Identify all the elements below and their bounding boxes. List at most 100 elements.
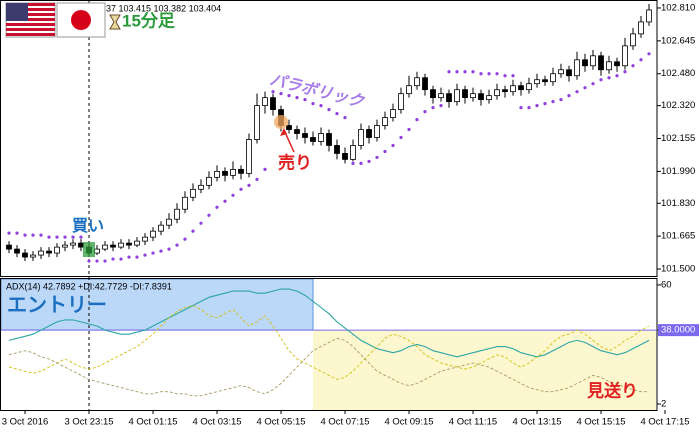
candle-body (638, 21, 644, 35)
x-tick-label: 4 Oct 03:15 (192, 417, 241, 428)
skip-box (313, 330, 656, 410)
sar-dot (7, 231, 11, 235)
candle-body (550, 73, 556, 83)
sar-dot (191, 229, 195, 233)
candle-body (358, 129, 364, 146)
us-flag (5, 2, 56, 38)
sar-dot (375, 155, 379, 160)
candle-body (406, 85, 412, 95)
adx-title: ADX(14) 42.7892 +DI:42.7729 -DI:7.8391 (6, 281, 172, 291)
candle-body (494, 89, 500, 97)
sar-dot (247, 183, 251, 187)
sar-dot (319, 104, 323, 108)
sar-dot (479, 72, 483, 76)
sar-dot (383, 149, 387, 154)
sar-dot (183, 237, 187, 241)
sar-dot (607, 76, 611, 80)
candle-body (350, 145, 356, 160)
entry-label: エントリー (7, 294, 107, 316)
x-tick-label: 4 Oct 05:15 (256, 417, 305, 428)
sar-dot (143, 253, 147, 257)
y-tick-label: 101.990 (661, 166, 695, 177)
candle-body (238, 168, 244, 174)
candle-body (222, 170, 228, 176)
candle-body (206, 176, 212, 186)
candle-body (430, 89, 436, 99)
level-label-box (658, 324, 699, 337)
candle-body (590, 55, 596, 67)
candle-body (190, 188, 196, 198)
sar-dot (231, 193, 235, 197)
sell-label: 売り (278, 152, 312, 172)
sar-dot (631, 64, 635, 68)
candle-body (566, 69, 572, 77)
candle-body (622, 45, 628, 67)
candle-body (462, 89, 468, 99)
sar-dot (495, 72, 499, 76)
candle-body (158, 224, 164, 232)
candle-body (262, 97, 268, 107)
candle-body (70, 242, 76, 246)
sar-dot (343, 115, 347, 120)
sar-dot (95, 259, 99, 263)
sar-dot (159, 249, 163, 253)
sar-dot (519, 106, 523, 110)
sar-dot (583, 86, 587, 90)
candle-body (574, 59, 580, 77)
candle-body (230, 168, 236, 176)
sar-dot (271, 90, 275, 94)
candle-body (518, 85, 524, 91)
sar-dot (527, 106, 531, 110)
sar-dot (511, 74, 515, 78)
sar-dot (223, 199, 227, 203)
candle-body (582, 59, 588, 67)
candle-body (182, 196, 188, 210)
candle-body (22, 252, 28, 258)
sar-dot (15, 231, 19, 235)
sar-dot (615, 74, 619, 78)
sar-dot (431, 106, 435, 110)
candle-body (294, 129, 300, 134)
sar-dot (487, 72, 491, 76)
sar-dot (263, 167, 267, 171)
sar-dot (311, 102, 315, 106)
sar-dot (207, 213, 211, 217)
candle-body (334, 145, 340, 154)
sar-dot (327, 108, 331, 112)
candle-body (534, 79, 540, 85)
jp-flag (56, 2, 106, 38)
candle-body (646, 9, 652, 23)
candle-body (422, 77, 428, 91)
sar-dot (175, 243, 179, 247)
candle-body (438, 93, 444, 99)
sar-dot (407, 127, 411, 132)
candle-body (270, 97, 276, 111)
candle-body (414, 77, 420, 87)
sar-dot (239, 187, 243, 191)
x-tick-label: 4 Oct 15:15 (576, 417, 625, 428)
candle-body (174, 208, 180, 220)
candle-body (390, 109, 396, 118)
sar-dot (367, 159, 371, 164)
buy-label: 買い (72, 217, 104, 235)
sar-dot (151, 251, 155, 255)
candle-body (54, 246, 60, 254)
candle-body (326, 133, 332, 146)
x-tick-label: 4 Oct 17:15 (640, 417, 689, 428)
candle-body (454, 89, 460, 103)
candle-body (150, 230, 156, 238)
sar-dot (535, 104, 539, 108)
x-tick-label: 4 Oct 09:15 (384, 417, 433, 428)
price-header: 37 103.415 103.382 103.404 (106, 3, 221, 13)
overlay: 37 103.415 103.382 103.404 15分足 パラボリック 買… (5, 2, 638, 400)
candle-body (318, 133, 324, 142)
candle-body (30, 254, 36, 258)
candle-body (166, 218, 172, 226)
sar-dot (399, 135, 403, 140)
candle-body (118, 242, 124, 248)
sar-dot (295, 96, 299, 100)
timeframe-label: 15分足 (122, 11, 175, 30)
y-tick-label: 102.320 (661, 100, 695, 111)
candle-body (246, 139, 252, 174)
